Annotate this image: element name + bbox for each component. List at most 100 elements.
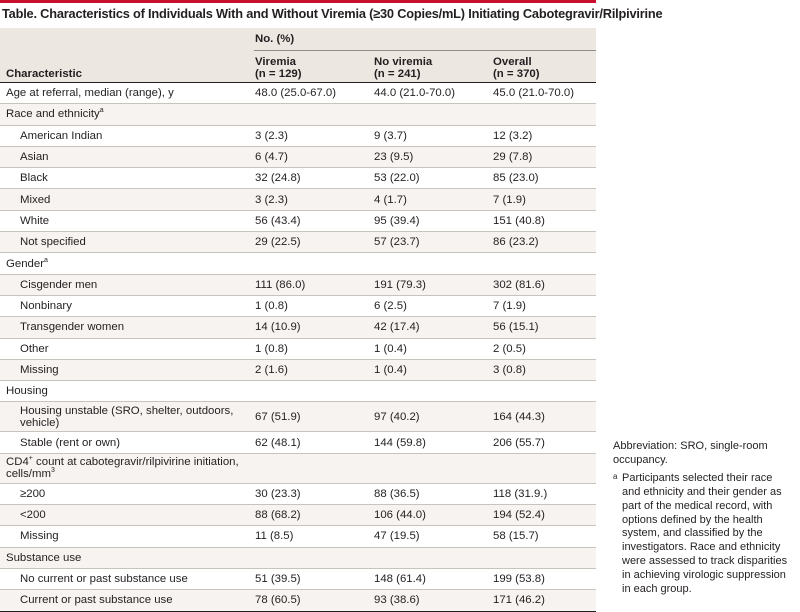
- label-text: Black: [20, 172, 48, 185]
- label-text: Transgender women: [20, 321, 125, 334]
- row-label: Mixed: [0, 188, 254, 211]
- viremia-cell: 3 (2.3): [254, 188, 373, 211]
- no-viremia-cell: 6 (2.5): [373, 295, 492, 318]
- table-notes: Abbreviation: SRO, single-room occupancy…: [613, 440, 793, 597]
- overall-cell: 206 (55.7): [492, 431, 597, 454]
- row-label: American Indian: [0, 125, 254, 147]
- no-viremia-cell: 191 (79.3): [373, 274, 492, 296]
- characteristic-header: Characteristic: [0, 50, 254, 83]
- viremia-cell: [254, 453, 373, 484]
- label-text: Cisgender men: [20, 278, 98, 291]
- label-text: Race and ethnicity: [6, 108, 100, 121]
- label-text: count at cabotegravir/rilpivirine initia…: [6, 456, 239, 481]
- no-viremia-cell: 1 (0.4): [373, 359, 492, 382]
- viremia-cell: 111 (86.0): [254, 274, 373, 296]
- overall-cell: 164 (44.3): [492, 401, 597, 433]
- column-n: (n = 370): [493, 68, 540, 80]
- overall-cell: [492, 380, 597, 403]
- header-row-columns: Characteristic Viremia (n = 129) No vire…: [0, 50, 597, 83]
- viremia-cell: 14 (10.9): [254, 316, 373, 339]
- title-rule: [0, 0, 596, 3]
- abbreviation-note: Abbreviation: SRO, single-room occupancy…: [613, 440, 768, 466]
- label-text: Current or past substance use: [20, 594, 173, 607]
- no-viremia-cell: 88 (36.5): [373, 483, 492, 506]
- table-row: Cisgender men 111 (86.0) 191 (79.3) 302 (81…: [0, 274, 597, 296]
- viremia-cell: 6 (4.7): [254, 146, 373, 169]
- table-row: Housing unstable (SRO, shelter, outdoors…: [0, 401, 597, 433]
- label-text: Housing unstable (SRO, shelter, outdoors…: [20, 404, 234, 429]
- group-header: No. (%): [254, 28, 597, 51]
- label-text: Nonbinary: [20, 300, 72, 313]
- no-viremia-cell: 97 (40.2): [373, 401, 492, 433]
- table-row: Nonbinary 1 (0.8) 6 (2.5) 7 (1.9): [0, 295, 597, 318]
- table-title: Table. Characteristics of Individuals Wi…: [2, 6, 663, 21]
- label-text: Stable (rent or own): [20, 436, 121, 449]
- column-n: (n = 129): [255, 68, 302, 80]
- overall-cell: 199 (53.8): [492, 568, 597, 591]
- overall-cell: 3 (0.8): [492, 359, 597, 382]
- overall-cell: [492, 252, 597, 275]
- table-row: Transgender women 14 (10.9) 42 (17.4) 56 (1…: [0, 316, 597, 339]
- table-row: Black 32 (24.8) 53 (22.0) 85 (23.0): [0, 167, 597, 190]
- row-label: Transgender women: [0, 316, 254, 339]
- column-name: Overall: [493, 56, 532, 68]
- overall-cell: [492, 453, 597, 484]
- superscript: 3: [50, 467, 55, 475]
- overall-cell: 56 (15.1): [492, 316, 597, 339]
- no-viremia-cell: [373, 547, 492, 569]
- no-viremia-cell: [373, 453, 492, 484]
- label-text: Age at referral, median (range), y: [6, 87, 174, 100]
- category-label: Substance use: [0, 547, 254, 569]
- row-label: Nonbinary: [0, 295, 254, 318]
- label-text: Other: [20, 342, 49, 355]
- no-viremia-cell: 144 (59.8): [373, 431, 492, 454]
- viremia-cell: 3 (2.3): [254, 125, 373, 147]
- row-label: <200: [0, 504, 254, 527]
- overall-cell: 29 (7.8): [492, 146, 597, 169]
- viremia-cell: [254, 547, 373, 569]
- header-spacer: [0, 28, 254, 51]
- viremia-cell: 78 (60.5): [254, 589, 373, 612]
- row-label: Housing unstable (SRO, shelter, outdoors…: [0, 401, 254, 433]
- column-header-no-viremia: No viremia (n = 241): [373, 50, 492, 83]
- superscript: a: [44, 256, 48, 264]
- column-name: Viremia: [255, 56, 296, 68]
- overall-cell: 2 (0.5): [492, 338, 597, 360]
- category-label: CD4+ count at cabotegravir/rilpivirine i…: [0, 453, 254, 484]
- table-row: Missing 2 (1.6) 1 (0.4) 3 (0.8): [0, 359, 597, 382]
- viremia-cell: 48.0 (25.0-67.0): [254, 82, 373, 105]
- table-row: Other 1 (0.8) 1 (0.4) 2 (0.5): [0, 338, 597, 360]
- table-row: Race and ethnicitya: [0, 103, 597, 126]
- overall-cell: 151 (40.8): [492, 210, 597, 233]
- table-row: ≥200 30 (23.3) 88 (36.5) 118 (31.9.): [0, 483, 597, 506]
- superscript: +: [28, 455, 33, 463]
- label-text: Gender: [6, 257, 44, 270]
- viremia-cell: 67 (51.9): [254, 401, 373, 433]
- row-label: Missing: [0, 525, 254, 548]
- overall-cell: 86 (23.2): [492, 231, 597, 254]
- viremia-cell: 88 (68.2): [254, 504, 373, 527]
- overall-cell: 45.0 (21.0-70.0): [492, 82, 597, 105]
- row-label: Missing: [0, 359, 254, 382]
- viremia-cell: [254, 252, 373, 275]
- viremia-cell: 32 (24.8): [254, 167, 373, 190]
- overall-cell: 7 (1.9): [492, 188, 597, 211]
- label-text: Housing: [6, 385, 48, 398]
- column-header-viremia: Viremia (n = 129): [254, 50, 373, 83]
- viremia-cell: 51 (39.5): [254, 568, 373, 591]
- table-row: Not specified 29 (22.5) 57 (23.7) 86 (23.2): [0, 231, 597, 254]
- viremia-cell: [254, 103, 373, 126]
- label-text: No current or past substance use: [20, 573, 188, 586]
- category-label: Housing: [0, 380, 254, 403]
- category-label: Gendera: [0, 252, 254, 275]
- viremia-cell: 1 (0.8): [254, 295, 373, 318]
- table-row: Stable (rent or own) 62 (48.1) 144 (59.8) 2…: [0, 431, 597, 454]
- row-label: ≥200: [0, 483, 254, 506]
- overall-cell: [492, 103, 597, 126]
- row-label: Current or past substance use: [0, 589, 254, 612]
- no-viremia-cell: 47 (19.5): [373, 525, 492, 548]
- overall-cell: 194 (52.4): [492, 504, 597, 527]
- row-label: Black: [0, 167, 254, 190]
- no-viremia-cell: 106 (44.0): [373, 504, 492, 527]
- label-text: Missing: [20, 530, 59, 543]
